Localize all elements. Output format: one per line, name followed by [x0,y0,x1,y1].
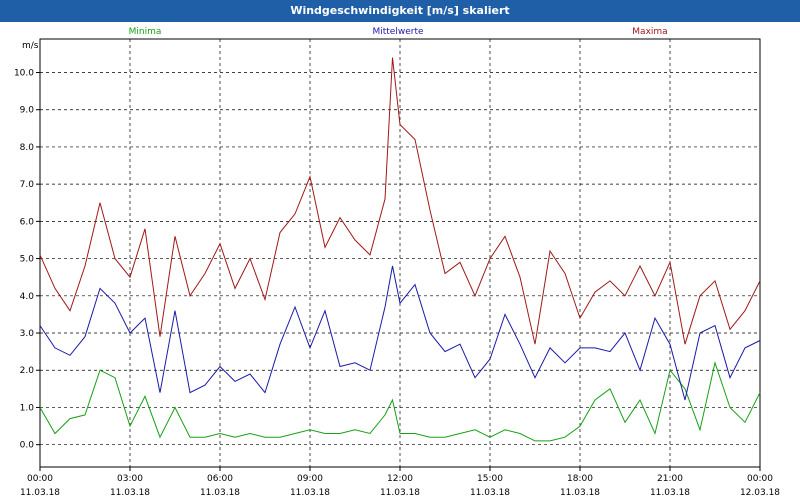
x-tick-time: 18:00 [567,474,593,484]
y-tick-label: 1.0 [20,403,35,413]
x-tick-time: 09:00 [297,474,323,484]
y-tick-label: 0.0 [20,441,35,451]
legend-mittelwerte: Mittelwerte [372,27,423,37]
minima-line [39,360,761,442]
x-tick-date: 11.03.18 [290,488,330,498]
x-tick-date: 11.03.18 [200,488,240,498]
x-tick-date: 11.03.18 [380,488,420,498]
series-lines [39,57,761,442]
x-tick-time: 03:00 [117,474,143,484]
grid [40,39,760,467]
x-tick-time: 00:00 [747,474,773,484]
y-tick-label: 6.0 [20,217,35,227]
mittelwerte-line [39,265,761,401]
y-tick-label: 8.0 [20,143,35,153]
y-ticks: 0.0 1.0 2.0 3.0 4.0 5.0 6.0 7.0 8.0 9.0 10.0 [14,68,40,451]
x-ticks: 00:00 11.03.18 03:00 11.03.18 06:00 11.03.18 0… [20,467,780,498]
y-tick-label: 10.0 [14,68,34,78]
wind-speed-chart: m/s Minima Mittelwerte Maxima 0.0 1.0 2.0 3… [14,27,780,498]
legend-minima: Minima [129,27,162,37]
x-tick-date: 12.03.18 [740,488,780,498]
y-tick-label: 3.0 [20,329,35,339]
x-tick-time: 12:00 [387,474,413,484]
x-tick-date: 11.03.18 [650,488,690,498]
y-tick-label: 4.0 [20,292,35,302]
x-tick-time: 21:00 [657,474,683,484]
x-tick-time: 00:00 [27,474,53,484]
maxima-line [39,57,761,345]
x-tick-date: 11.03.18 [470,488,510,498]
x-tick-time: 15:00 [477,474,503,484]
y-tick-label: 5.0 [20,255,35,265]
x-tick-date: 11.03.18 [560,488,600,498]
window-title: Windgeschwindigkeit [m/s] skaliert [0,0,800,22]
y-axis-label: m/s [22,41,39,51]
x-tick-date: 11.03.18 [20,488,60,498]
legend-maxima: Maxima [632,27,667,37]
x-tick-date: 11.03.18 [110,488,150,498]
y-tick-label: 7.0 [20,180,35,190]
y-tick-label: 2.0 [20,366,35,376]
y-tick-label: 9.0 [20,106,35,116]
x-tick-time: 06:00 [207,474,233,484]
